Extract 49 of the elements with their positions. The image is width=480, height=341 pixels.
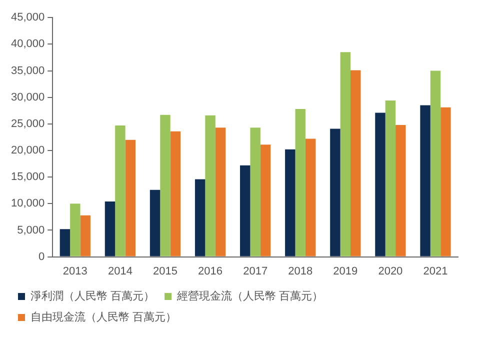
x-tick-label: 2015 [153, 265, 178, 278]
bar [375, 112, 386, 256]
bar [60, 229, 70, 256]
x-tick-label: 2016 [198, 265, 223, 278]
x-tick-label: 2019 [333, 265, 358, 278]
bar [260, 144, 271, 256]
bar [285, 149, 296, 256]
legend-label: 經營現金流（人民幣 百萬元） [176, 290, 324, 303]
bar [80, 215, 90, 256]
x-tick-label: 2014 [108, 265, 132, 278]
x-tick-label: 2018 [288, 265, 313, 278]
bar [150, 190, 160, 256]
bar [420, 105, 430, 256]
bar [385, 100, 396, 256]
x-tick-label: 2013 [62, 265, 88, 278]
y-tick-label: 45,000 [10, 12, 45, 24]
bar [396, 124, 406, 256]
bar [194, 179, 206, 256]
bar [240, 165, 250, 256]
y-tick-label: 20,000 [10, 144, 45, 157]
bar [125, 140, 136, 256]
x-tick-label: 2021 [423, 265, 448, 278]
bar [430, 70, 441, 256]
bar [170, 131, 181, 256]
bar [340, 52, 351, 256]
bar [350, 70, 361, 256]
y-tick-label: 10,000 [10, 198, 45, 210]
bar [160, 114, 170, 256]
bar [205, 115, 216, 256]
legend-label: 自由現金流（人民幣 百萬元） [30, 310, 177, 324]
bar [115, 126, 126, 256]
bar [250, 128, 260, 256]
bar [330, 128, 340, 256]
bar [305, 138, 316, 256]
legend-label: 淨利潤（人民幣 百萬元） [30, 290, 155, 303]
y-tick-label: 5,000 [17, 224, 45, 236]
bar [215, 128, 226, 256]
y-tick-label: 40,000 [10, 38, 45, 50]
y-tick-label: 15,000 [10, 171, 45, 184]
bar [70, 204, 80, 256]
y-tick-label: 30,000 [10, 91, 45, 104]
y-tick-label: 0 [38, 250, 45, 263]
y-tick-label: 25,000 [10, 118, 45, 130]
y-tick-label: 35,000 [10, 64, 45, 77]
bar [104, 202, 116, 256]
bar [295, 109, 306, 256]
x-tick-label: 2020 [378, 265, 403, 278]
x-tick-label: 2017 [243, 265, 268, 278]
bar [440, 107, 451, 256]
